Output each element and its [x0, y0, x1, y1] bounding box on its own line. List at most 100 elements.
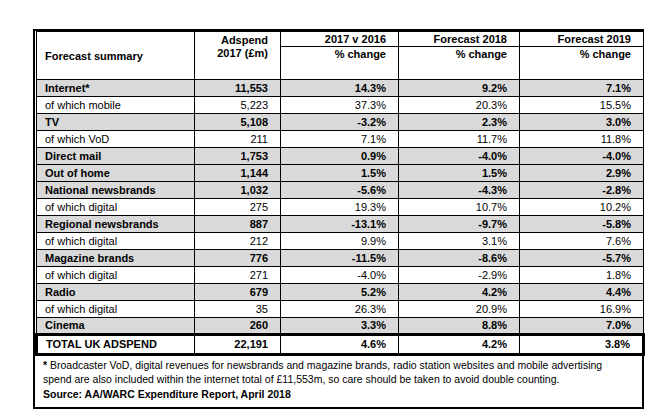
- footnote: * Broadcaster VoD, digital revenues for …: [35, 356, 642, 407]
- row-value: -8.6%: [399, 250, 520, 267]
- row-value: 20.3%: [399, 97, 520, 114]
- row-value: 5,108: [195, 114, 281, 131]
- header-forecast-2019: Forecast 2019: [520, 32, 644, 47]
- row-value: 1.5%: [281, 165, 399, 182]
- table-row: Magazine brands776-11.5%-8.6%-5.7%: [37, 250, 644, 267]
- header-pct-change-2017v2016: % change: [281, 47, 399, 80]
- row-value: -4.0%: [281, 267, 399, 284]
- row-label: of which digital: [37, 267, 195, 284]
- row-label: Radio: [37, 284, 195, 301]
- footnote-text: * Broadcaster VoD, digital revenues for …: [43, 359, 632, 387]
- row-value: -4.3%: [399, 182, 520, 199]
- row-value: -13.1%: [281, 216, 399, 233]
- row-value: 7.0%: [520, 318, 644, 335]
- row-value: -9.7%: [399, 216, 520, 233]
- forecast-table: Forecast summary Adspend 2017 (£m) 2017 …: [35, 31, 645, 356]
- row-value: 7.1%: [281, 131, 399, 148]
- row-value: 1.5%: [399, 165, 520, 182]
- row-value: 4.2%: [399, 284, 520, 301]
- row-value: 16.9%: [520, 301, 644, 318]
- table-body: Internet*11,55314.3%9.2%7.1%of which mob…: [37, 80, 644, 355]
- row-label: Out of home: [37, 165, 195, 182]
- row-value: 26.3%: [281, 301, 399, 318]
- row-value: 7.1%: [520, 80, 644, 97]
- footnote-note: Broadcaster VoD, digital revenues for ne…: [43, 359, 602, 385]
- row-value: 1.8%: [520, 267, 644, 284]
- row-value: 15.5%: [520, 97, 644, 114]
- row-value: 211: [195, 131, 281, 148]
- table-row: TV5,108-3.2%2.3%3.0%: [37, 114, 644, 131]
- row-value: 4.2%: [399, 335, 520, 355]
- header-adspend-2017: Adspend 2017 (£m): [195, 32, 281, 80]
- row-value: 1,753: [195, 148, 281, 165]
- table-row: Cinema2603.3%8.8%7.0%: [37, 318, 644, 335]
- row-value: 679: [195, 284, 281, 301]
- row-label: of which mobile: [37, 97, 195, 114]
- table-row: of which digital271-4.0%-2.9%1.8%: [37, 267, 644, 284]
- row-value: 5.2%: [281, 284, 399, 301]
- row-value: 11.7%: [399, 131, 520, 148]
- row-value: 10.2%: [520, 199, 644, 216]
- row-value: 11.8%: [520, 131, 644, 148]
- row-value: 5,223: [195, 97, 281, 114]
- row-value: -5.7%: [520, 250, 644, 267]
- table-header: Forecast summary Adspend 2017 (£m) 2017 …: [37, 32, 644, 80]
- row-label: of which VoD: [37, 131, 195, 148]
- row-value: 8.8%: [399, 318, 520, 335]
- row-value: -2.9%: [399, 267, 520, 284]
- header-adspend-line1: Adspend: [196, 34, 268, 47]
- row-value: 271: [195, 267, 281, 284]
- row-label: Regional newsbrands: [37, 216, 195, 233]
- row-value: 212: [195, 233, 281, 250]
- row-label: TV: [37, 114, 195, 131]
- table-row: National newsbrands1,032-5.6%-4.3%-2.8%: [37, 182, 644, 199]
- source-text: Source: AA/WARC Expenditure Report, Apri…: [43, 388, 632, 402]
- header-adspend-line2: 2017 (£m): [196, 47, 268, 60]
- total-row: TOTAL UK ADSPEND22,1914.6%4.2%3.8%: [37, 335, 644, 355]
- row-value: 1,032: [195, 182, 281, 199]
- row-value: 20.9%: [399, 301, 520, 318]
- row-label: Cinema: [37, 318, 195, 335]
- row-value: 4.6%: [281, 335, 399, 355]
- row-label: of which digital: [37, 301, 195, 318]
- table-row: Radio6795.2%4.2%4.4%: [37, 284, 644, 301]
- row-value: 2.9%: [520, 165, 644, 182]
- row-value: 275: [195, 199, 281, 216]
- row-value: -4.0%: [399, 148, 520, 165]
- adspend-forecast-table: Forecast summary Adspend 2017 (£m) 2017 …: [33, 29, 644, 409]
- row-value: 11,553: [195, 80, 281, 97]
- row-value: -2.8%: [520, 182, 644, 199]
- row-value: 10.7%: [399, 199, 520, 216]
- table-row: Internet*11,55314.3%9.2%7.1%: [37, 80, 644, 97]
- table-row: of which mobile5,22337.3%20.3%15.5%: [37, 97, 644, 114]
- page: Forecast summary Adspend 2017 (£m) 2017 …: [0, 0, 667, 416]
- row-label: Magazine brands: [37, 250, 195, 267]
- row-label: of which digital: [37, 233, 195, 250]
- row-value: 14.3%: [281, 80, 399, 97]
- header-forecast-summary: Forecast summary: [37, 32, 195, 80]
- row-value: -4.0%: [520, 148, 644, 165]
- table-row: of which VoD2117.1%11.7%11.8%: [37, 131, 644, 148]
- header-pct-change-2019: % change: [520, 47, 644, 80]
- header-pct-change-2018: % change: [399, 47, 520, 80]
- row-label: TOTAL UK ADSPEND: [37, 335, 195, 355]
- table-row: of which digital2129.9%3.1%7.6%: [37, 233, 644, 250]
- row-label: Internet*: [37, 80, 195, 97]
- header-2017-v-2016: 2017 v 2016: [281, 32, 399, 47]
- table-row: of which digital27519.3%10.7%10.2%: [37, 199, 644, 216]
- row-label: of which digital: [37, 199, 195, 216]
- row-value: 260: [195, 318, 281, 335]
- row-value: 3.0%: [520, 114, 644, 131]
- row-value: 887: [195, 216, 281, 233]
- row-value: 4.4%: [520, 284, 644, 301]
- row-value: 22,191: [195, 335, 281, 355]
- table-row: Direct mail1,7530.9%-4.0%-4.0%: [37, 148, 644, 165]
- row-value: 9.2%: [399, 80, 520, 97]
- row-label: National newsbrands: [37, 182, 195, 199]
- row-value: -5.6%: [281, 182, 399, 199]
- row-value: 35: [195, 301, 281, 318]
- row-value: 19.3%: [281, 199, 399, 216]
- table-row: of which digital3526.3%20.9%16.9%: [37, 301, 644, 318]
- table-row: Regional newsbrands887-13.1%-9.7%-5.8%: [37, 216, 644, 233]
- row-label: Direct mail: [37, 148, 195, 165]
